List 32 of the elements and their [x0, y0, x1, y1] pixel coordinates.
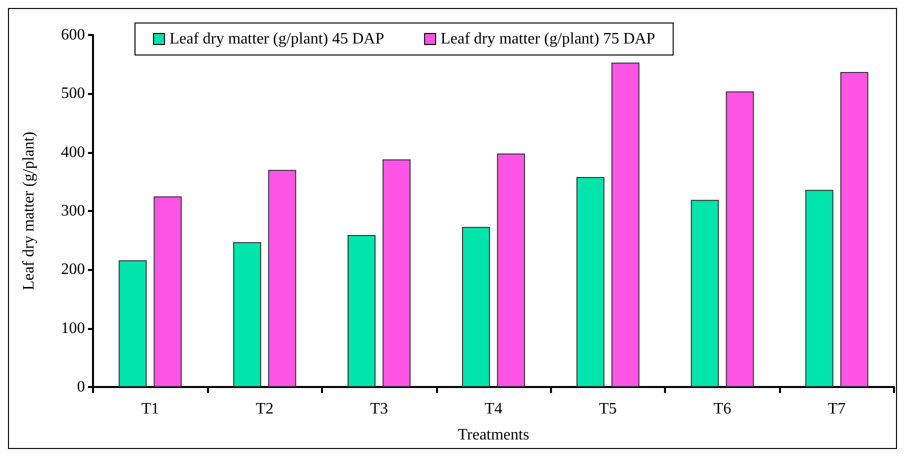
bar [805, 190, 834, 387]
y-tick-label: 0 [77, 378, 85, 396]
bar [726, 91, 754, 387]
bar [576, 176, 604, 387]
x-tick-label: T4 [484, 400, 502, 418]
y-tick-label: 100 [61, 320, 85, 337]
x-axis-title: Treatments [458, 426, 530, 444]
bar [154, 196, 182, 387]
y-tick-label: 200 [61, 261, 85, 278]
bar [462, 226, 490, 387]
bar [233, 242, 262, 387]
x-tick-label: T6 [713, 400, 732, 418]
y-tick-label: 400 [61, 144, 85, 161]
bar [497, 154, 525, 387]
y-axis-title: Leaf dry matter (g/plant) [20, 132, 38, 290]
bar [382, 159, 411, 387]
x-tick-label: T7 [828, 400, 846, 418]
x-tick-label: T1 [141, 400, 160, 418]
bar [118, 260, 147, 387]
y-tick-label: 600 [61, 26, 85, 44]
bar [268, 170, 296, 387]
bar [690, 200, 719, 387]
y-tick-label: 300 [61, 202, 85, 220]
bar [611, 62, 640, 387]
y-tick-label: 500 [61, 85, 85, 102]
x-tick-label: T2 [256, 400, 274, 418]
bar [348, 235, 376, 387]
x-tick-label: T5 [599, 400, 617, 418]
bar [840, 72, 868, 387]
x-tick-label: T3 [370, 400, 388, 418]
legend-label: Leaf dry matter (g/plant) 45 DAP [170, 30, 384, 48]
legend-label: Leaf dry matter (g/plant) 75 DAP [440, 30, 656, 48]
